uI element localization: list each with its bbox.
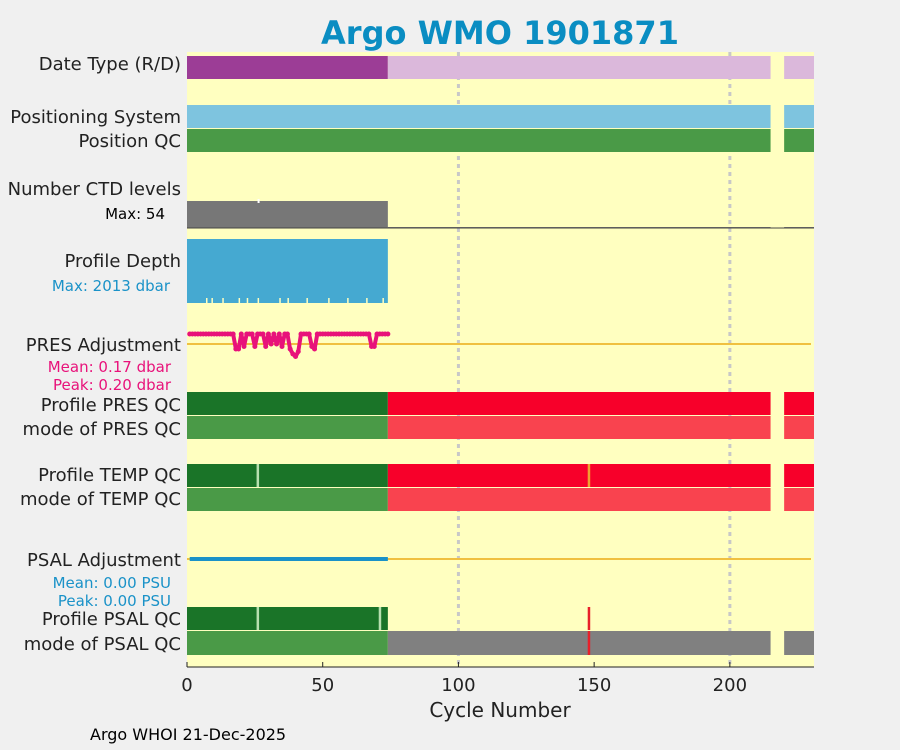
- ctd-notch: [257, 199, 260, 203]
- depth-notch: [366, 298, 368, 303]
- qc-bar-segment: [187, 488, 388, 511]
- row-label: Profile TEMP QC: [38, 465, 181, 486]
- x-tick-label: 0: [181, 675, 192, 696]
- depth-notch: [222, 298, 224, 303]
- row-stat: Peak: 0.20 dbar: [53, 376, 172, 394]
- pres-adjustment-point: [236, 346, 242, 352]
- row-label: mode of PSAL QC: [24, 634, 181, 655]
- pres-adjustment-point: [271, 331, 277, 337]
- qc-bar-segment: [187, 416, 388, 439]
- row-label: Position QC: [78, 131, 181, 152]
- x-axis: 0 50 100 150 200 Cycle Number: [181, 227, 814, 722]
- pres-adjustment-point: [268, 341, 274, 347]
- row-label: Positioning System: [10, 107, 181, 128]
- pres-adjustment-point: [312, 346, 318, 352]
- pres-adjustment-point: [238, 331, 244, 337]
- pres-adjustment-point: [371, 344, 377, 349]
- row-label: Profile PRES QC: [41, 395, 181, 416]
- qc-bar-segment: [387, 631, 814, 655]
- pres-adjustment-point: [366, 331, 372, 337]
- data-gap: [770, 52, 785, 667]
- depth-notch: [238, 298, 241, 303]
- depth-notch: [306, 298, 308, 303]
- depth-notch: [382, 298, 384, 303]
- pres-adjustment-point: [274, 341, 280, 347]
- x-tick-label: 200: [713, 675, 747, 696]
- qc-bar-segment: [387, 488, 814, 511]
- depth-notch: [287, 298, 289, 303]
- pres-adjustment-point: [284, 331, 290, 337]
- depth-notch: [328, 298, 330, 303]
- qc-bar-segment: [187, 464, 388, 487]
- row-stat: Mean: 0.17 dbar: [48, 358, 172, 376]
- row-label: Profile Depth: [64, 251, 181, 272]
- pres-adjustment-point: [293, 354, 299, 359]
- x-tick-label: 50: [311, 675, 334, 696]
- qc-mark: [256, 464, 260, 487]
- chart-title: Argo WMO 1901871: [321, 14, 679, 52]
- pres-adjustment-point: [249, 331, 255, 337]
- depth-notch: [347, 298, 349, 303]
- pres-adjustment-point: [306, 331, 312, 337]
- plot-background: [187, 52, 814, 667]
- row-label: Profile PSAL QC: [42, 609, 181, 630]
- row-note: Max: 54: [105, 205, 165, 223]
- row-label: PRES Adjustment: [26, 335, 181, 356]
- pres-adjustment-point: [230, 331, 236, 337]
- qc-bars: [187, 52, 814, 667]
- qc-bar-segment: [187, 129, 814, 152]
- qc-bar-segment: [387, 392, 814, 415]
- qc-mark: [587, 464, 591, 487]
- footer-credit: Argo WHOI 21-Dec-2025: [90, 725, 287, 744]
- qc-bar-segment: [187, 56, 388, 79]
- qc-bar-segment: [187, 392, 388, 415]
- pres-adjustment-point: [252, 344, 258, 349]
- qc-bar-segment: [187, 201, 388, 228]
- qc-mark: [256, 607, 260, 630]
- pres-adjustment-point: [295, 349, 301, 354]
- row-stat: Mean: 0.00 PSU: [53, 574, 171, 592]
- qc-bar-segment: [187, 239, 388, 303]
- pres-adjustment-point: [241, 344, 247, 349]
- row-note: Max: 2013 dbar: [52, 277, 171, 295]
- grid-lines: [456, 52, 732, 667]
- pres-adjustment-point: [260, 331, 266, 337]
- qc-bar-segment: [387, 416, 814, 439]
- pres-adjustment-point: [279, 344, 285, 349]
- x-tick-label: 150: [577, 675, 611, 696]
- adjustment-series: [187, 331, 811, 561]
- row-label: PSAL Adjustment: [27, 550, 181, 571]
- row-labels: Date Type (R/D) Positioning System Positio…: [8, 54, 181, 655]
- qc-bar-segment: [187, 607, 388, 630]
- pres-adjustment-point: [263, 344, 269, 349]
- row-label: Number CTD levels: [8, 179, 181, 200]
- qc-bar-segment: [187, 105, 814, 128]
- depth-notch: [206, 298, 208, 303]
- row-label: mode of TEMP QC: [20, 489, 181, 510]
- pres-adjustment-point: [276, 331, 282, 337]
- qc-bar-segment: [187, 631, 388, 655]
- x-tick-label: 100: [441, 675, 475, 696]
- qc-mark: [378, 607, 382, 630]
- depth-notch: [257, 298, 260, 303]
- row-stat: Peak: 0.00 PSU: [58, 592, 171, 610]
- qc-bar-segment: [387, 464, 814, 487]
- depth-notch: [211, 298, 213, 303]
- x-axis-label: Cycle Number: [429, 698, 571, 722]
- qc-mark: [587, 631, 591, 655]
- row-label: Date Type (R/D): [39, 54, 181, 75]
- row-label: mode of PRES QC: [23, 419, 181, 440]
- qc-bar-segment: [387, 56, 814, 79]
- qc-mark: [587, 607, 591, 630]
- depth-notch: [279, 298, 281, 303]
- pres-adjustment-point: [385, 331, 391, 337]
- pres-adjustment-point: [265, 331, 271, 337]
- depth-notch: [246, 298, 249, 303]
- pres-adjustment-point: [287, 346, 293, 352]
